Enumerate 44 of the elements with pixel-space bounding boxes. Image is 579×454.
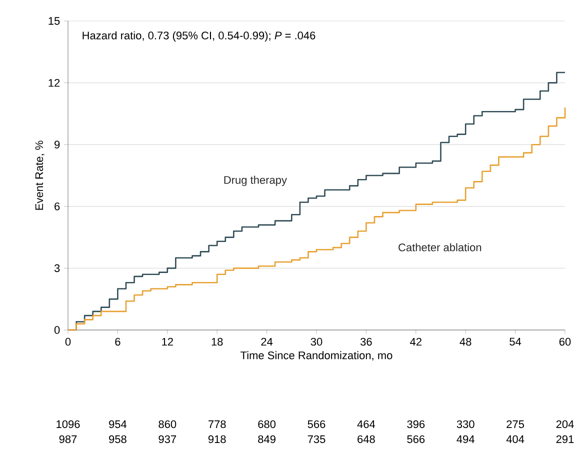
text: 291 [556,435,574,444]
y-tick-label: 15 [48,17,60,25]
text: 566 [308,420,326,428]
y-tick-label: 6 [54,202,60,210]
annotation: Hazard ratio, 0.73 (95% CI, 0.54-0.99); P = .046 [82,31,316,42]
x-tick-label: 36 [360,338,372,346]
x-tick-label: 12 [162,338,173,346]
y-tick-label: 3 [54,264,60,272]
x-tick-label: 24 [261,338,273,346]
text: 464 [357,420,376,428]
x-tick-label: 18 [212,338,223,346]
text: 680 [258,420,276,428]
text: 1096 [56,420,80,428]
text: 404 [506,435,524,444]
text: 778 [208,420,226,428]
x-axis-title: Time Since Randomization, mo [240,351,392,361]
x-tick-label: 42 [410,338,422,346]
text: 275 [506,420,524,428]
text: 204 [556,420,574,428]
text: 566 [407,435,425,444]
text: 860 [158,420,176,428]
x-tick-label: 0 [65,338,71,346]
text: 954 [109,420,127,428]
y-axis-title: Event Rate, % [35,140,44,210]
text: 396 [407,420,425,428]
text: 987 [59,435,77,444]
y-tick-label: 9 [54,140,60,148]
x-tick-label: 6 [115,338,120,346]
x-tick-label: 48 [460,338,472,346]
text: 937 [158,435,176,444]
text: 330 [456,420,474,428]
text: Catheter ablation [398,243,482,252]
x-tick-label: 54 [510,338,522,346]
series-label: Drug therapy [224,176,287,186]
x-tick-label: 30 [310,338,322,346]
text: 958 [109,435,126,444]
text: 849 [258,435,276,444]
text: 918 [208,435,226,444]
y-tick-label: 12 [48,78,60,87]
text: 735 [308,435,326,444]
y-tick-label: 0 [54,326,60,334]
text: 494 [456,435,474,444]
x-tick-label: 60 [559,338,571,346]
text: 648 [358,435,375,444]
